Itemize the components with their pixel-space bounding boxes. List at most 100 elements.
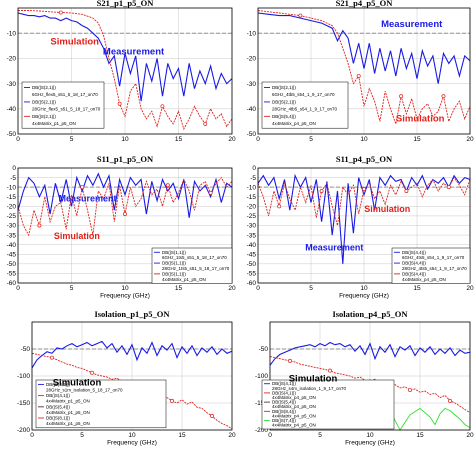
x-tick-label: 5 bbox=[70, 285, 74, 292]
y-tick-label: -30 bbox=[7, 223, 17, 230]
y-tick-label: -10 bbox=[7, 184, 17, 191]
x-tick-label: 0 bbox=[16, 285, 20, 292]
legend: DB(|S(4,4)|)6GHz_4ts5_s54_1_9_17_on70DB(… bbox=[391, 247, 471, 284]
y-tick-label: -60 bbox=[7, 280, 17, 287]
series-line-2 bbox=[18, 10, 233, 131]
series-line-1 bbox=[17, 12, 233, 102]
series-marker bbox=[277, 204, 282, 209]
legend-label: 4x4Matrix_p4_p5_ON bbox=[272, 423, 316, 428]
series-marker bbox=[399, 94, 404, 99]
y-tick-label: 0 bbox=[12, 165, 16, 172]
legend-label: DB(|S(8,4)|) bbox=[272, 409, 296, 414]
legend-label: 4x4Matrix_p1_p5_ON bbox=[46, 399, 90, 404]
legend-label: 28GHz_s1m_isolation_5_18_17_on70 bbox=[46, 388, 123, 393]
annotation-label: Measurement bbox=[59, 194, 117, 204]
y-tick-label: -55 bbox=[7, 271, 17, 278]
legend-label: DB(|S(5,4)|) bbox=[46, 404, 70, 409]
annotation-label: Measurement bbox=[103, 47, 165, 58]
y-tick-label: -50 bbox=[21, 346, 31, 353]
series-marker bbox=[160, 104, 165, 109]
series-marker bbox=[441, 94, 446, 99]
series-marker bbox=[208, 190, 213, 195]
series-marker bbox=[298, 13, 303, 18]
y-tick-label: -45 bbox=[7, 251, 17, 258]
legend-label: 4x4Matrix_p1_p5_ON bbox=[46, 410, 90, 415]
y-tick-label: -20 bbox=[7, 56, 17, 63]
legend-label: 4x4Matrix_p4_p5_ON bbox=[272, 121, 316, 126]
series-marker bbox=[123, 212, 127, 216]
series-marker bbox=[203, 121, 208, 126]
series-line-1 bbox=[17, 172, 233, 218]
legend-label: DB(|S(1,1)|) bbox=[162, 250, 186, 255]
x-tick-label: 15 bbox=[413, 136, 421, 143]
legend-label: DB(|S(2,1)|) bbox=[32, 85, 56, 90]
x-axis-label: Frequency (GHz) bbox=[339, 293, 389, 300]
plot-frame bbox=[257, 167, 471, 284]
chart-title: S11_p1_p5_ON bbox=[97, 154, 154, 164]
legend-label: 6GHz_4ts5_s54_1_9_17_on70 bbox=[402, 255, 465, 260]
annotation-label: Simulation bbox=[54, 231, 100, 241]
legend-label: 28GHz_4tb5_s54_1_9_17_on70 bbox=[272, 107, 338, 112]
x-tick-label: 15 bbox=[416, 432, 424, 439]
legend-box bbox=[151, 247, 233, 284]
series-line-1 bbox=[257, 173, 471, 264]
annotation-label: Simulation bbox=[364, 204, 410, 214]
annotation-label: Simulation bbox=[396, 113, 445, 124]
legend-label: DB(|S(2,1)|) bbox=[32, 99, 56, 104]
legend-label: DB(|S(2,1)|) bbox=[272, 85, 296, 90]
series-marker bbox=[50, 355, 54, 360]
annotation-label: Simulation bbox=[50, 37, 99, 48]
y-tick-label: -50 bbox=[247, 131, 257, 138]
series-marker bbox=[328, 368, 332, 373]
annotation-label: Simulation bbox=[53, 378, 102, 389]
x-tick-label: 20 bbox=[466, 285, 474, 292]
legend-label: DB(|S(8,1)|) bbox=[46, 416, 70, 421]
y-tick-label: -150 bbox=[255, 400, 268, 407]
plot-frame bbox=[269, 321, 471, 431]
x-tick-label: 15 bbox=[178, 432, 186, 439]
x-tick-label: 10 bbox=[360, 136, 368, 143]
x-tick-label: 5 bbox=[80, 432, 84, 439]
legend-label: 4x4Matrix_p1_p5_ON bbox=[162, 277, 206, 282]
y-tick-label: -50 bbox=[259, 346, 269, 353]
y-tick-label: -15 bbox=[7, 194, 17, 201]
legend-label: DB(|S(2,1)|) bbox=[272, 99, 296, 104]
x-axis-label: Frequency (GHz) bbox=[100, 293, 150, 300]
y-tick-label: -10 bbox=[247, 30, 257, 37]
y-tick-label: -45 bbox=[247, 251, 257, 258]
y-tick-label: -30 bbox=[247, 223, 257, 230]
legend-label: 28GHz_flex5_s51_5_18_17_on70 bbox=[32, 107, 101, 112]
y-tick-label: -200 bbox=[17, 427, 30, 434]
legend-label: DB(|S(4,1)|) bbox=[46, 393, 70, 398]
y-tick-label: 0 bbox=[252, 165, 256, 172]
chart-title: S11_p4_p5_ON bbox=[336, 154, 393, 164]
y-tick-label: -30 bbox=[247, 81, 257, 88]
y-tick-label: -100 bbox=[17, 373, 30, 380]
legend-label: 4x4Matrix_p4_p5_ON bbox=[272, 395, 316, 400]
y-tick-label: -20 bbox=[7, 204, 17, 211]
y-tick-label: -50 bbox=[7, 131, 17, 138]
legend-label: 6GHz_flex5_s51_5_18_17_on70 bbox=[32, 92, 98, 97]
x-tick-label: 15 bbox=[413, 285, 421, 292]
annotation-label: Simulation bbox=[289, 373, 338, 384]
x-tick-label: 0 bbox=[16, 136, 20, 143]
y-tick-label: -10 bbox=[7, 30, 17, 37]
legend-label: DB(|S(2,1)|) bbox=[32, 114, 56, 119]
chart-title: Isolation_p1_p5_ON bbox=[94, 309, 170, 319]
chart-panel-2: S21_p4_p5_ON -10 -20 -30 -40 -500 5 10 15 20 DB(|S… bbox=[247, 0, 474, 143]
x-tick-label: 5 bbox=[309, 136, 313, 143]
y-tick-label: -25 bbox=[247, 213, 257, 220]
legend: DB(|S(2,1)|) 6GHz_flex5_s51_5_18_17_on70 D… bbox=[21, 81, 105, 129]
legend-box bbox=[261, 379, 395, 430]
legend-label: DB(|S(4,1)|) bbox=[272, 381, 296, 386]
series-marker bbox=[165, 183, 170, 188]
x-tick-label: 10 bbox=[121, 136, 129, 143]
y-tick-label: -40 bbox=[247, 106, 257, 113]
y-tick-label: -20 bbox=[247, 204, 257, 211]
legend-label: DB(|S(1,1)|) bbox=[162, 271, 186, 276]
plot-frame bbox=[17, 7, 233, 135]
y-tick-label: -40 bbox=[7, 242, 17, 249]
x-tick-label: 10 bbox=[121, 285, 129, 292]
